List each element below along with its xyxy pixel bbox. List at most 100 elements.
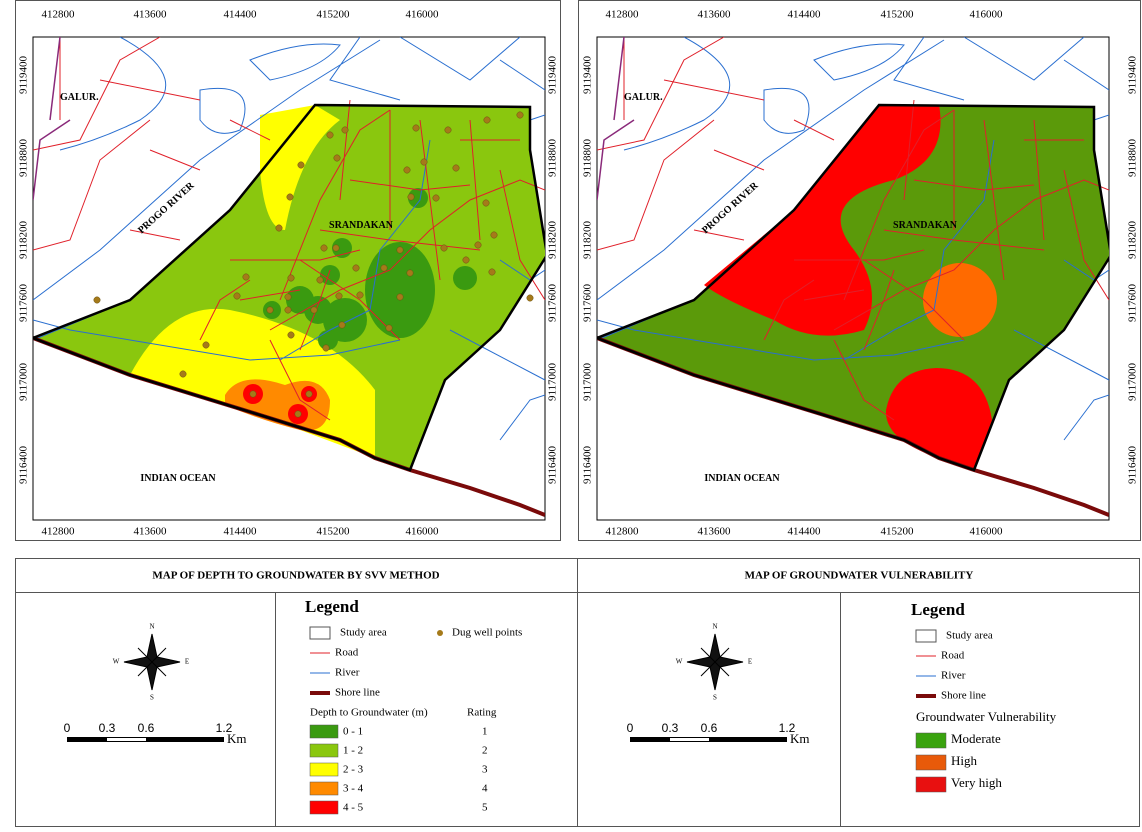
x-coordinate-label: 412800	[42, 9, 76, 21]
page: 412800 412800 413600 413600 414400 414400 4152…	[0, 0, 1142, 827]
y-coordinate-label: 9117600	[547, 283, 559, 322]
dug-well	[243, 274, 249, 280]
x-coordinate-label: 416000	[970, 526, 1004, 538]
dug-well	[527, 295, 533, 301]
y-coordinate-label: 9116400	[582, 445, 594, 484]
legend-swatch	[310, 782, 338, 795]
x-coordinate-label: 412800	[606, 9, 640, 21]
dug-well	[404, 167, 410, 173]
legend-subtitle: Groundwater Vulnerability	[916, 709, 1057, 724]
legend-label: 3 - 4	[343, 783, 364, 795]
legend-label: Shore line	[335, 687, 380, 699]
scale-label: 0.3	[662, 721, 679, 735]
compass-label: S	[150, 694, 154, 702]
y-coordinate-label: 9117600	[18, 283, 30, 322]
dug-well	[323, 345, 329, 351]
x-coordinate-label: 414400	[788, 526, 822, 538]
x-coordinate-label: 415200	[317, 9, 351, 21]
dug-well	[321, 245, 327, 251]
legend-label: High	[951, 753, 978, 768]
legend-rating: 4	[482, 783, 488, 795]
y-coordinate-label: 9116400	[18, 445, 30, 484]
legend-panel: MAP OF GROUNDWATER VULNERABILITYNESW00.3…	[627, 570, 1057, 792]
zone-high	[923, 263, 997, 337]
dug-well	[357, 292, 363, 298]
y-coordinate-label: 9119400	[1127, 55, 1139, 94]
scale-label: 0	[64, 721, 71, 735]
dug-well	[336, 293, 342, 299]
scale-label: 0	[627, 721, 634, 735]
panel-title: MAP OF DEPTH TO GROUNDWATER BY SVV METHO…	[152, 570, 439, 582]
dug-well	[234, 293, 240, 299]
legend-label: 1 - 2	[343, 745, 363, 757]
legend-swatch	[310, 801, 338, 814]
y-coordinate-label: 9116400	[1127, 445, 1139, 484]
compass	[687, 634, 743, 690]
x-coordinate-label: 416000	[406, 9, 440, 21]
ocean-label: INDIAN OCEAN	[140, 473, 216, 484]
y-coordinate-label: 9117600	[582, 283, 594, 322]
scale-label: 0.6	[701, 721, 718, 735]
compass-label: E	[748, 658, 752, 666]
scale-label: 0.3	[99, 721, 116, 735]
dug-well	[285, 307, 291, 313]
dug-well	[295, 411, 301, 417]
legend-subtitle: Rating	[467, 707, 497, 719]
dug-well	[288, 332, 294, 338]
legend-label: 4 - 5	[343, 802, 364, 814]
x-coordinate-label: 416000	[406, 526, 440, 538]
x-coordinate-label: 415200	[881, 9, 915, 21]
scale-label: 0.6	[138, 721, 155, 735]
y-coordinate-label: 9119400	[547, 55, 559, 94]
dug-well	[276, 225, 282, 231]
y-coordinate-label: 9118200	[1127, 220, 1139, 259]
village-label: SRANDAKAN	[329, 220, 394, 231]
x-coordinate-label: 413600	[134, 9, 168, 21]
dug-well	[421, 159, 427, 165]
dug-well	[397, 294, 403, 300]
dug-well	[203, 342, 209, 348]
x-coordinate-label: 412800	[42, 526, 76, 538]
dug-well	[386, 325, 392, 331]
x-coordinate-label: 415200	[881, 526, 915, 538]
legend-rating: 2	[482, 745, 488, 757]
dug-well	[463, 257, 469, 263]
dug-well	[267, 307, 273, 313]
dug-well	[445, 127, 451, 133]
y-coordinate-label: 9116400	[547, 445, 559, 484]
legend-swatch	[916, 777, 946, 792]
town-label: GALUR.	[624, 92, 663, 103]
dug-well	[339, 322, 345, 328]
legend-label: Road	[335, 647, 359, 659]
map	[597, 37, 1111, 520]
map	[33, 37, 547, 520]
legend-swatch	[916, 630, 936, 642]
y-coordinate-label: 9118800	[582, 138, 594, 177]
legend-label: 0 - 1	[343, 726, 363, 738]
dug-well	[333, 245, 339, 251]
dug-well	[413, 125, 419, 131]
legend-label: Moderate	[951, 731, 1001, 746]
compass-label: E	[185, 658, 189, 666]
legend-title: Legend	[305, 597, 359, 616]
dug-well	[517, 112, 523, 118]
dug-well	[484, 117, 490, 123]
compass-label: S	[713, 694, 717, 702]
x-coordinate-label: 414400	[224, 526, 258, 538]
x-coordinate-label: 413600	[698, 9, 732, 21]
y-coordinate-label: 9118200	[582, 220, 594, 259]
dug-well	[311, 307, 317, 313]
y-coordinate-label: 9117000	[582, 362, 594, 401]
y-coordinate-label: 9117000	[1127, 362, 1139, 401]
dug-well	[353, 265, 359, 271]
legend-swatch	[310, 763, 338, 776]
dug-well	[453, 165, 459, 171]
x-coordinate-label: 414400	[788, 9, 822, 21]
y-coordinate-label: 9117600	[1127, 283, 1139, 322]
legend-label: Study area	[946, 630, 993, 642]
legend-rating: 3	[482, 764, 488, 776]
legend-label: Very high	[951, 775, 1002, 790]
y-coordinate-label: 9117000	[547, 362, 559, 401]
panel-title: MAP OF GROUNDWATER VULNERABILITY	[745, 570, 974, 582]
compass-label: N	[712, 623, 717, 631]
